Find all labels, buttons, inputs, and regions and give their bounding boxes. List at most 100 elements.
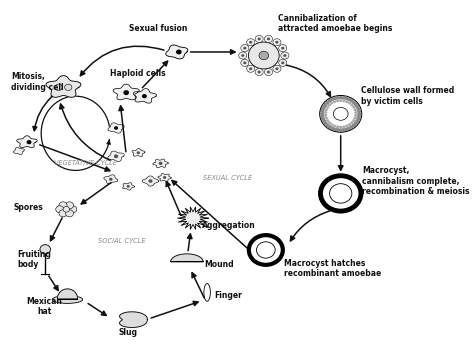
- Circle shape: [243, 61, 246, 64]
- Polygon shape: [133, 89, 156, 103]
- Circle shape: [59, 202, 67, 209]
- Circle shape: [283, 54, 286, 57]
- Circle shape: [328, 125, 332, 129]
- Polygon shape: [171, 254, 203, 262]
- Circle shape: [339, 99, 342, 102]
- Circle shape: [325, 116, 328, 119]
- Circle shape: [356, 117, 360, 121]
- Polygon shape: [108, 123, 124, 133]
- Text: SOCIAL CYCLE: SOCIAL CYCLE: [99, 238, 146, 244]
- Circle shape: [264, 69, 273, 76]
- Circle shape: [354, 114, 357, 117]
- Circle shape: [330, 126, 334, 130]
- Circle shape: [336, 96, 340, 100]
- Polygon shape: [17, 136, 37, 148]
- Ellipse shape: [204, 284, 210, 301]
- Circle shape: [324, 111, 327, 114]
- Circle shape: [328, 121, 331, 124]
- Circle shape: [159, 162, 163, 165]
- Circle shape: [281, 52, 289, 59]
- Circle shape: [336, 125, 339, 128]
- Polygon shape: [153, 159, 168, 168]
- Circle shape: [326, 100, 329, 104]
- Circle shape: [246, 39, 255, 46]
- Circle shape: [27, 140, 31, 144]
- Circle shape: [257, 38, 261, 40]
- Polygon shape: [57, 289, 78, 300]
- Polygon shape: [119, 312, 147, 327]
- Circle shape: [255, 69, 263, 76]
- Circle shape: [273, 39, 281, 46]
- Circle shape: [345, 127, 348, 131]
- Circle shape: [320, 110, 324, 113]
- Circle shape: [114, 126, 118, 130]
- Circle shape: [281, 47, 284, 50]
- Polygon shape: [166, 45, 188, 59]
- Circle shape: [248, 42, 279, 69]
- Circle shape: [348, 102, 351, 105]
- Circle shape: [56, 206, 64, 213]
- Circle shape: [328, 104, 331, 106]
- Circle shape: [346, 100, 348, 103]
- Circle shape: [345, 97, 348, 100]
- Text: Mexican
hat: Mexican hat: [27, 297, 63, 316]
- Text: Macrocyst,
cannibalism complete,
recombination & meiosis: Macrocyst, cannibalism complete, recombi…: [362, 166, 469, 196]
- Circle shape: [249, 41, 252, 44]
- Text: SEXUAL CYCLE: SEXUAL CYCLE: [203, 175, 252, 180]
- Circle shape: [354, 103, 358, 106]
- Circle shape: [339, 126, 342, 129]
- Circle shape: [163, 176, 166, 179]
- Circle shape: [357, 115, 361, 118]
- Polygon shape: [132, 148, 145, 157]
- Circle shape: [123, 90, 129, 95]
- Circle shape: [357, 112, 361, 116]
- Circle shape: [281, 61, 284, 64]
- Circle shape: [275, 41, 279, 44]
- Circle shape: [354, 108, 357, 111]
- Circle shape: [69, 206, 77, 213]
- Circle shape: [342, 99, 346, 102]
- Circle shape: [241, 59, 249, 66]
- Circle shape: [357, 110, 361, 113]
- Circle shape: [148, 179, 153, 183]
- Circle shape: [321, 117, 325, 121]
- Circle shape: [324, 103, 328, 106]
- Circle shape: [320, 115, 324, 118]
- Polygon shape: [142, 176, 159, 186]
- Circle shape: [339, 96, 343, 99]
- Circle shape: [109, 178, 113, 181]
- Circle shape: [355, 105, 359, 108]
- Circle shape: [356, 107, 360, 111]
- Ellipse shape: [52, 296, 82, 304]
- Circle shape: [350, 104, 354, 106]
- Circle shape: [342, 128, 346, 132]
- Circle shape: [259, 51, 269, 60]
- Circle shape: [352, 119, 356, 122]
- Circle shape: [65, 202, 73, 209]
- Circle shape: [142, 94, 147, 98]
- Text: Cannibalization of
attracted amoebae begins: Cannibalization of attracted amoebae beg…: [278, 14, 392, 33]
- Circle shape: [352, 106, 356, 109]
- Circle shape: [354, 116, 357, 119]
- Circle shape: [273, 65, 281, 72]
- Circle shape: [328, 99, 332, 103]
- Circle shape: [350, 121, 354, 124]
- Circle shape: [333, 97, 337, 100]
- Text: Spores: Spores: [13, 203, 43, 212]
- Circle shape: [348, 123, 351, 126]
- Text: Mound: Mound: [204, 260, 234, 269]
- Circle shape: [241, 54, 245, 57]
- Circle shape: [64, 84, 72, 91]
- Circle shape: [114, 154, 118, 158]
- Text: Mitosis,
dividing cell: Mitosis, dividing cell: [11, 72, 64, 92]
- Circle shape: [333, 108, 348, 120]
- Circle shape: [40, 245, 51, 254]
- Polygon shape: [108, 151, 124, 162]
- Circle shape: [329, 184, 352, 203]
- Polygon shape: [113, 84, 139, 100]
- Circle shape: [339, 128, 343, 132]
- Circle shape: [350, 125, 354, 129]
- Circle shape: [267, 38, 270, 40]
- Polygon shape: [178, 207, 209, 229]
- Circle shape: [264, 36, 273, 43]
